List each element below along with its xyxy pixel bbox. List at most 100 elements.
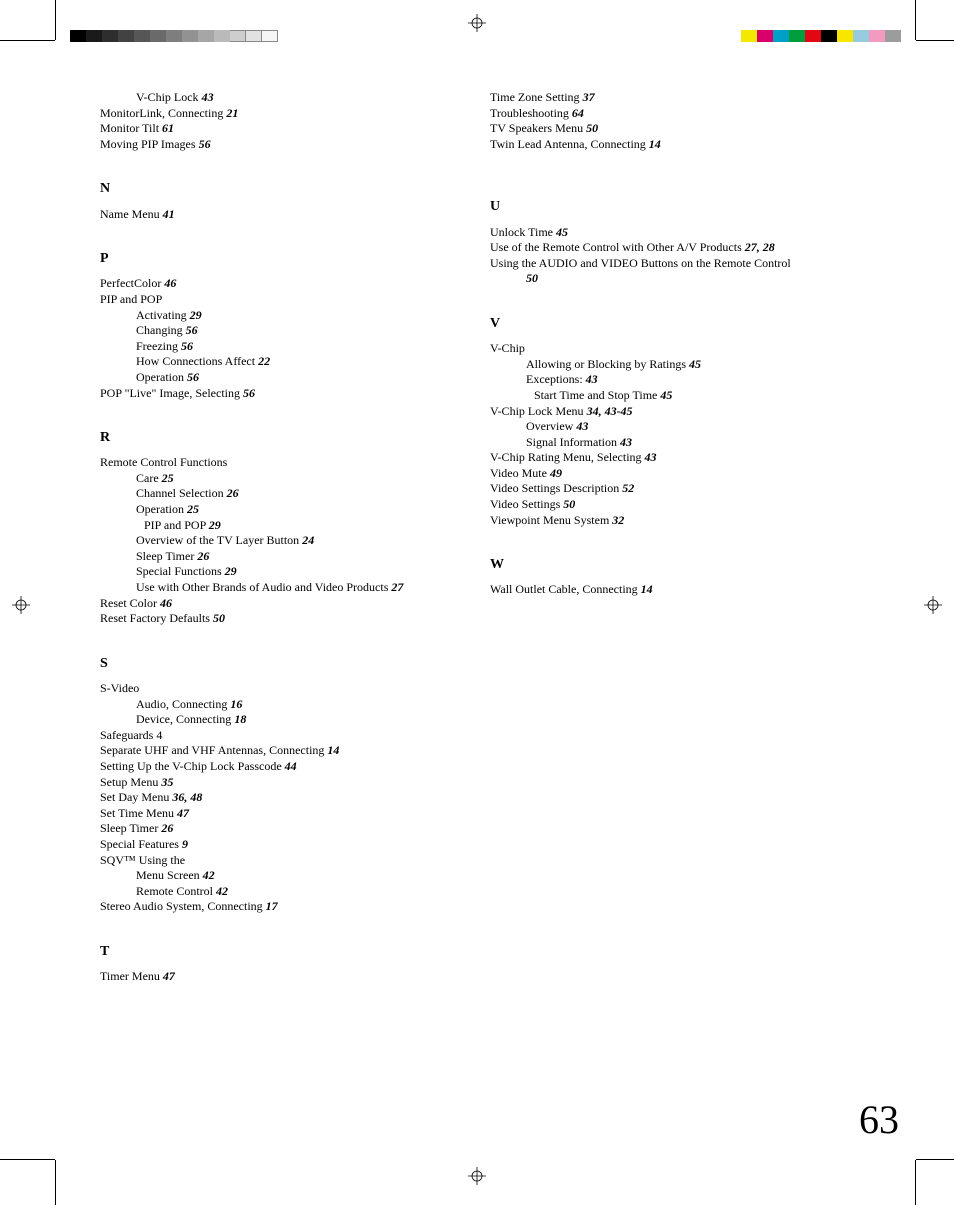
index-entry: V-Chip Lock 43: [100, 90, 480, 106]
index-entry: Separate UHF and VHF Antennas, Connectin…: [100, 743, 480, 759]
index-entry-text: Operation: [136, 370, 184, 384]
index-entry: POP "Live" Image, Selecting 56: [100, 386, 480, 402]
index-entry-page: 56: [181, 339, 193, 353]
index-entry-text: Setup Menu: [100, 775, 158, 789]
index-entry-text: Device, Connecting: [136, 712, 231, 726]
index-entry-text: How Connections Affect: [136, 354, 255, 368]
index-entry: Timer Menu 47: [100, 969, 480, 985]
index-entry-text: Operation: [136, 502, 184, 516]
index-entry-page: 34, 43-45: [587, 404, 633, 418]
index-entry-text: V-Chip Lock Menu: [490, 404, 584, 418]
index-entry-text: PerfectColor: [100, 276, 161, 290]
index-entry: 50: [490, 271, 870, 287]
index-entry-page: 29: [209, 518, 221, 532]
swatch: [837, 30, 853, 42]
index-entry-page: 22: [258, 354, 270, 368]
index-entry: Overview 43: [490, 419, 870, 435]
index-entry-page: 9: [182, 837, 188, 851]
index-entry: Wall Outlet Cable, Connecting 14: [490, 582, 870, 598]
index-entry: PIP and POP: [100, 292, 480, 308]
index-entry-text: Troubleshooting: [490, 106, 569, 120]
index-section-letter: R: [100, 429, 480, 447]
registration-mark-icon: [468, 14, 486, 32]
index-entry-text: Menu Screen: [136, 868, 200, 882]
index-entry: Sleep Timer 26: [100, 821, 480, 837]
swatch: [70, 30, 86, 42]
index-entry-page: 29: [225, 564, 237, 578]
index-entry-text: Sleep Timer: [136, 549, 194, 563]
index-entry: Using the AUDIO and VIDEO Buttons on the…: [490, 256, 870, 272]
index-entry-page: 35: [161, 775, 173, 789]
page-number: 63: [859, 1096, 899, 1143]
index-entry-text: TV Speakers Menu: [490, 121, 583, 135]
index-entry: SQV™ Using the: [100, 853, 480, 869]
index-entry-text: Set Time Menu: [100, 806, 174, 820]
index-entry: Activating 29: [100, 308, 480, 324]
index-entry: Set Time Menu 47: [100, 806, 480, 822]
index-entry: Troubleshooting 64: [490, 106, 870, 122]
index-entry-text: Care: [136, 471, 159, 485]
swatch: [230, 30, 246, 42]
index-entry: Viewpoint Menu System 32: [490, 513, 870, 529]
index-entry-page: 45: [556, 225, 568, 239]
index-entry: Special Functions 29: [100, 564, 480, 580]
index-entry: Operation 56: [100, 370, 480, 386]
index-entry: Set Day Menu 36, 48: [100, 790, 480, 806]
index-entry-text: Video Settings: [490, 497, 560, 511]
index-entry-page: 43: [586, 372, 598, 386]
index-entry-page: 47: [163, 969, 175, 983]
swatch: [885, 30, 901, 42]
index-entry-text: V-Chip Lock: [136, 90, 199, 104]
index-entry: Device, Connecting 18: [100, 712, 480, 728]
index-entry-page: 14: [649, 137, 661, 151]
registration-mark-icon: [924, 596, 942, 614]
index-entry: PIP and POP 29: [100, 518, 480, 534]
swatch: [789, 30, 805, 42]
index-column-left: V-Chip Lock 43MonitorLink, Connecting 21…: [100, 90, 480, 985]
index-entry-page: 17: [266, 899, 278, 913]
index-entry-page: 42: [216, 884, 228, 898]
index-entry-text: Twin Lead Antenna, Connecting: [490, 137, 646, 151]
crop-mark: [915, 0, 916, 40]
index-entry-text: Activating: [136, 308, 187, 322]
index-entry-page: 27: [391, 580, 403, 594]
index-entry-page: 24: [302, 533, 314, 547]
index-entry-text: Setting Up the V-Chip Lock Passcode: [100, 759, 282, 773]
index-entry: Channel Selection 26: [100, 486, 480, 502]
index-entry-text: Unlock Time: [490, 225, 553, 239]
index-entry-text: Start Time and Stop Time: [534, 388, 657, 402]
index-entry-text: S-Video: [100, 681, 139, 695]
index-entry-text: Set Day Menu: [100, 790, 169, 804]
index-entry-text: Stereo Audio System, Connecting: [100, 899, 263, 913]
index-entry-text: Overview: [526, 419, 573, 433]
swatch: [118, 30, 134, 42]
index-entry: Name Menu 41: [100, 207, 480, 223]
index-entry-page: 50: [213, 611, 225, 625]
index-entry-text: Special Features: [100, 837, 179, 851]
index-entry: Safeguards 4: [100, 728, 480, 744]
index-entry-text: Changing: [136, 323, 183, 337]
swatch: [821, 30, 837, 42]
index-entry-page: 27, 28: [745, 240, 775, 254]
index-entry-text: Channel Selection: [136, 486, 224, 500]
index-entry-text: SQV™ Using the: [100, 853, 185, 867]
index-entry-text: Remote Control Functions: [100, 455, 227, 469]
index-entry: Setting Up the V-Chip Lock Passcode 44: [100, 759, 480, 775]
index-entry-page: 64: [572, 106, 584, 120]
index-entry-page: 25: [162, 471, 174, 485]
swatch: [182, 30, 198, 42]
index-entry-text: Using the AUDIO and VIDEO Buttons on the…: [490, 256, 791, 270]
swatch: [214, 30, 230, 42]
index-entry-text: Freezing: [136, 339, 178, 353]
index-entry: Signal Information 43: [490, 435, 870, 451]
swatch: [198, 30, 214, 42]
index-section-letter: P: [100, 250, 480, 268]
index-section-letter: N: [100, 180, 480, 198]
index-entry-page: 26: [197, 549, 209, 563]
index-entry-text: Reset Color: [100, 596, 157, 610]
index-entry-page: 61: [162, 121, 174, 135]
index-entry: Remote Control Functions: [100, 455, 480, 471]
index-entry: PerfectColor 46: [100, 276, 480, 292]
index-entry-text: Name Menu: [100, 207, 160, 221]
index-entry: Operation 25: [100, 502, 480, 518]
